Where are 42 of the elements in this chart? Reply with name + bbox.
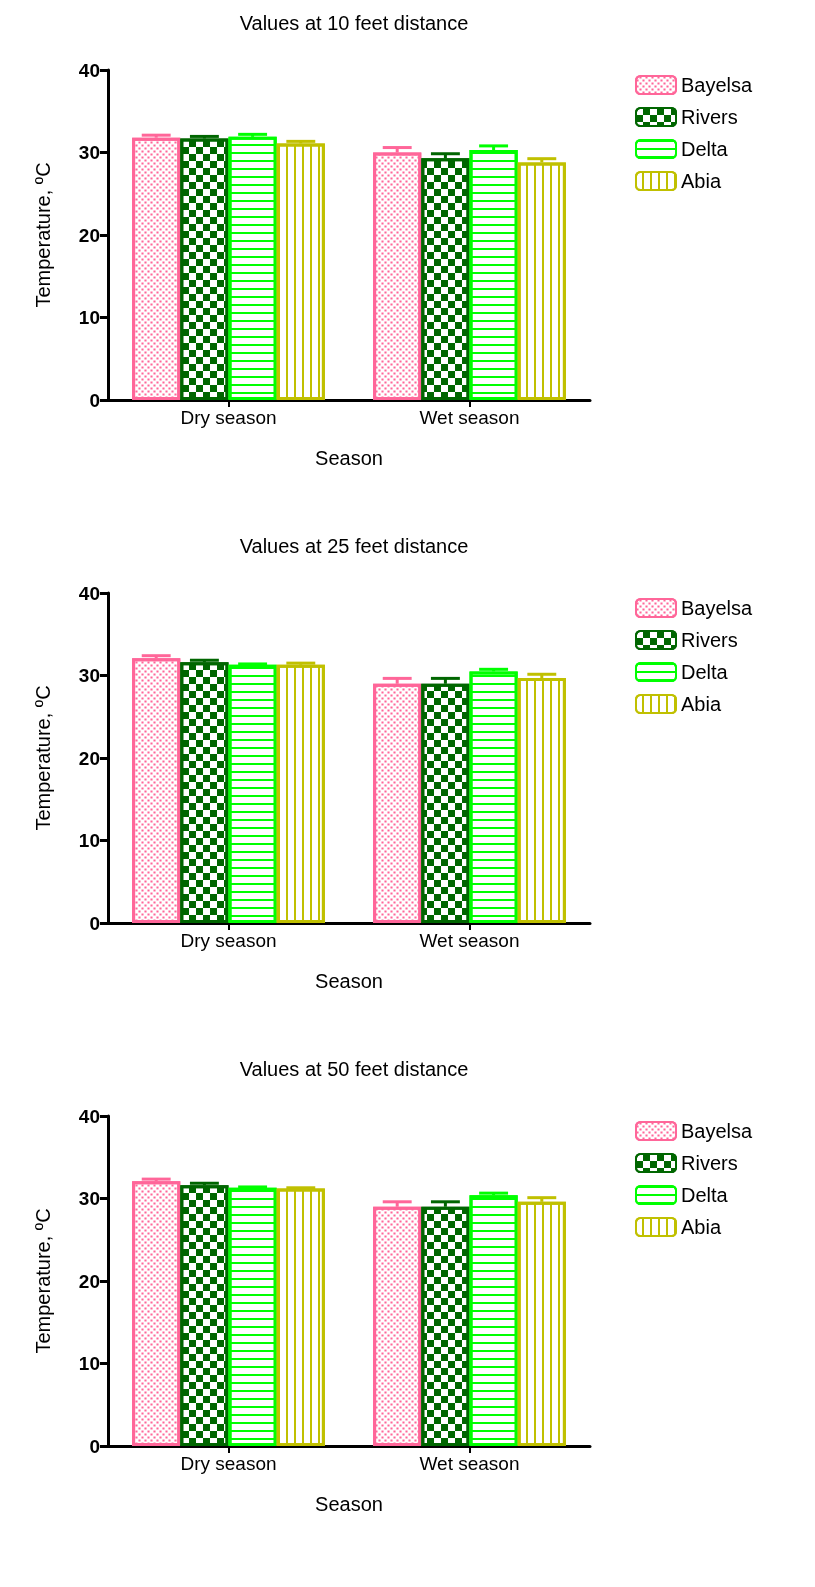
y-tick-label: 0 [89, 1435, 100, 1457]
legend-label: Delta [681, 1184, 729, 1206]
y-axis-title: Temperature, ºC [32, 162, 54, 308]
y-tick-label: 30 [78, 1188, 100, 1209]
legend-label: Rivers [681, 106, 738, 128]
y-tick-label: 10 [78, 1353, 100, 1374]
legend-label: Bayelsa [681, 74, 754, 96]
x-tick-label: Wet season [419, 1453, 520, 1474]
x-tick-label: Dry season [180, 407, 277, 428]
y-tick-label: 10 [78, 307, 100, 328]
x-tick-label: Dry season [180, 930, 277, 951]
x-axis-title: Season [315, 970, 383, 992]
x-tick-label: Wet season [419, 407, 520, 428]
legend-label: Delta [681, 138, 729, 160]
y-tick-label: 20 [78, 747, 100, 769]
y-tick-label: 30 [78, 142, 100, 163]
y-tick-label: 40 [78, 1105, 100, 1127]
x-tick-label: Wet season [419, 930, 520, 951]
y-tick-label: 0 [89, 389, 100, 411]
y-tick-label: 0 [89, 912, 100, 934]
y-axis-title: Temperature, ºC [32, 685, 54, 831]
legend-label: Rivers [681, 1152, 738, 1174]
y-tick-label: 20 [78, 1270, 100, 1292]
legend-label: Bayelsa [681, 1120, 754, 1142]
legend-label: Abia [681, 1216, 722, 1238]
y-tick-label: 40 [78, 59, 100, 81]
y-tick-label: 20 [78, 224, 100, 246]
x-tick-label: Dry season [180, 1453, 277, 1474]
y-tick-label: 30 [78, 665, 100, 686]
legend-label: Bayelsa [681, 597, 754, 619]
chart-title: Values at 25 feet distance [239, 535, 469, 557]
x-axis-title: Season [315, 447, 383, 469]
legend-label: Rivers [681, 629, 738, 651]
chart-title: Values at 50 feet distance [239, 1058, 469, 1080]
y-axis-title: Temperature, ºC [32, 1208, 54, 1354]
legend-label: Abia [681, 693, 722, 715]
legend-label: Abia [681, 170, 722, 192]
chart-title: Values at 10 feet distance [239, 12, 469, 34]
y-tick-label: 40 [78, 582, 100, 604]
x-axis-title: Season [315, 1493, 383, 1515]
y-tick-label: 10 [78, 830, 100, 851]
legend-label: Delta [681, 661, 729, 683]
